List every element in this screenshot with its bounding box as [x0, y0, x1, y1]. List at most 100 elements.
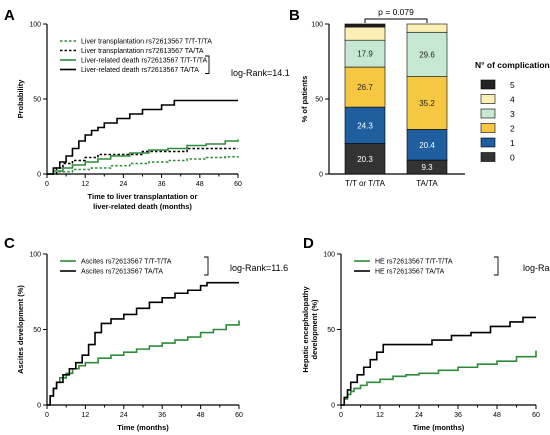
x-axis-title: liver-related death (months)	[93, 202, 192, 211]
legend-label: 4	[510, 95, 515, 105]
legend-label: 3	[510, 109, 515, 119]
x-tick-label: 24	[120, 412, 128, 419]
y-tick-label: 50	[327, 327, 335, 334]
y-tick-label: 50	[315, 97, 323, 104]
x-category-label: T/T or T/TA	[345, 179, 386, 188]
segment-value-label: 24.3	[357, 121, 373, 130]
x-axis-title: Time (months)	[117, 423, 169, 432]
legend-label: Ascites rs72613567 T/T-T/TA	[81, 259, 172, 266]
x-tick-label: 12	[81, 181, 89, 188]
legend-swatch	[480, 152, 496, 162]
bar-segment-3	[344, 39, 386, 68]
bar-segment-5	[344, 23, 386, 28]
x-tick-label: 48	[196, 181, 204, 188]
x-axis-title: Time to liver transplantation or	[88, 192, 198, 201]
legend-swatch	[480, 94, 496, 104]
x-tick-label: 48	[197, 412, 205, 419]
legend-label: 2	[510, 124, 515, 134]
segment-value-label: 26.7	[357, 83, 373, 92]
segment-value-label: 9.3	[421, 163, 433, 172]
bar-segment-1	[406, 129, 448, 161]
y-tick-label: 0	[319, 172, 323, 179]
legend-label: 0	[510, 153, 515, 163]
segment-value-label: 29.6	[419, 50, 435, 59]
panel-D: D 0 12 24 36 48 60 0 50 100 Hepatic encephalopathy…	[301, 235, 550, 432]
logrank-annotation: log-Rank=10.2	[523, 263, 550, 273]
x-tick-label: 24	[120, 181, 128, 188]
y-tick-label: 100	[29, 252, 41, 259]
legend-bracket	[205, 55, 210, 74]
legend-label: Liver transplantation rs72613567 T/T-T/T…	[81, 39, 212, 46]
x-tick-label: 36	[454, 412, 462, 419]
series-line-1	[341, 350, 537, 406]
x-tick-label: 0	[45, 181, 49, 188]
panel-label: D	[303, 235, 314, 252]
segment-value-label: 17.9	[357, 50, 373, 59]
legend-swatch	[480, 108, 496, 119]
panel-label: C	[4, 235, 15, 252]
series-line-3	[47, 139, 239, 175]
legend-label: Ascites rs72613567 TA/TA	[81, 269, 163, 276]
x-tick-label: 0	[45, 412, 49, 419]
legend-bracket	[494, 256, 499, 276]
legend-label: Liver-related death rs72613567 T/T-T/TA	[81, 58, 208, 65]
panel-A: A 0 12 24 36 48 60 0 50 100 Probability Time to liv…	[4, 7, 290, 211]
bar-segment-1	[344, 106, 386, 144]
y-axis-title: Hepatic encephalopathy	[301, 286, 310, 373]
legend-swatch	[480, 123, 496, 133]
series-line-2	[47, 281, 239, 406]
legend-swatch	[480, 137, 496, 148]
y-tick-label: 100	[311, 22, 323, 29]
bar-segment-4	[406, 23, 448, 33]
series-line-4	[47, 99, 238, 175]
x-tick-label: 60	[532, 412, 540, 419]
y-tick-label: 50	[33, 97, 41, 104]
segment-value-label: 20.3	[357, 155, 373, 164]
series-line-2	[341, 316, 536, 406]
bar-segment-3	[406, 31, 448, 77]
panel-label: B	[289, 7, 300, 24]
legend-label: Liver transplantation rs72613567 TA/TA	[81, 48, 204, 55]
x-tick-label: 60	[235, 412, 243, 419]
y-tick-label: 0	[331, 403, 335, 410]
y-axis-title: Ascites development (%)	[16, 285, 25, 374]
legend-title: N° of complications	[475, 60, 550, 70]
x-tick-label: 12	[82, 412, 90, 419]
x-tick-label: 48	[493, 412, 501, 419]
x-tick-label: 60	[234, 181, 242, 188]
x-tick-label: 36	[158, 412, 166, 419]
y-tick-label: 0	[37, 403, 41, 410]
y-axis-title: Probability	[16, 79, 25, 119]
y-tick-label: 0	[37, 172, 41, 179]
legend-label: 1	[510, 138, 515, 148]
p-value: p = 0.079	[378, 7, 414, 17]
panel-C: C 0 12 24 36 48 60 0 50 100 Ascites development (%…	[4, 235, 288, 432]
x-tick-label: 12	[376, 412, 384, 419]
legend-label: 5	[510, 80, 515, 90]
x-tick-label: 0	[339, 412, 343, 419]
bar-segment-2	[406, 76, 448, 130]
significance-bracket	[364, 18, 428, 23]
y-tick-label: 100	[323, 252, 335, 259]
x-tick-label: 24	[415, 412, 423, 419]
y-tick-label: 100	[29, 22, 41, 29]
panel-label: A	[4, 7, 15, 24]
y-tick-label: 50	[33, 327, 41, 334]
legend-label: Liver-related death rs72613567 TA/TA	[81, 67, 199, 74]
legend-label: HE rs72613567 TA/TA	[375, 269, 445, 276]
legend-bracket	[204, 256, 209, 276]
y-axis-title: % of patients	[300, 76, 309, 123]
x-category-label: TA/TA	[416, 179, 438, 188]
legend-swatch	[480, 79, 496, 90]
logrank-annotation: log-Rank=14.1	[231, 68, 290, 78]
y-axis-title: development (%)	[310, 299, 319, 360]
bar-segment-4	[344, 26, 386, 41]
segment-value-label: 20.4	[419, 141, 435, 150]
x-tick-label: 36	[158, 181, 166, 188]
logrank-annotation: log-Rank=11.6	[230, 263, 288, 273]
bar-segment-2	[344, 66, 386, 108]
series-line-1	[47, 155, 239, 175]
legend-label: HE rs72613567 T/T-T/TA	[375, 259, 453, 266]
